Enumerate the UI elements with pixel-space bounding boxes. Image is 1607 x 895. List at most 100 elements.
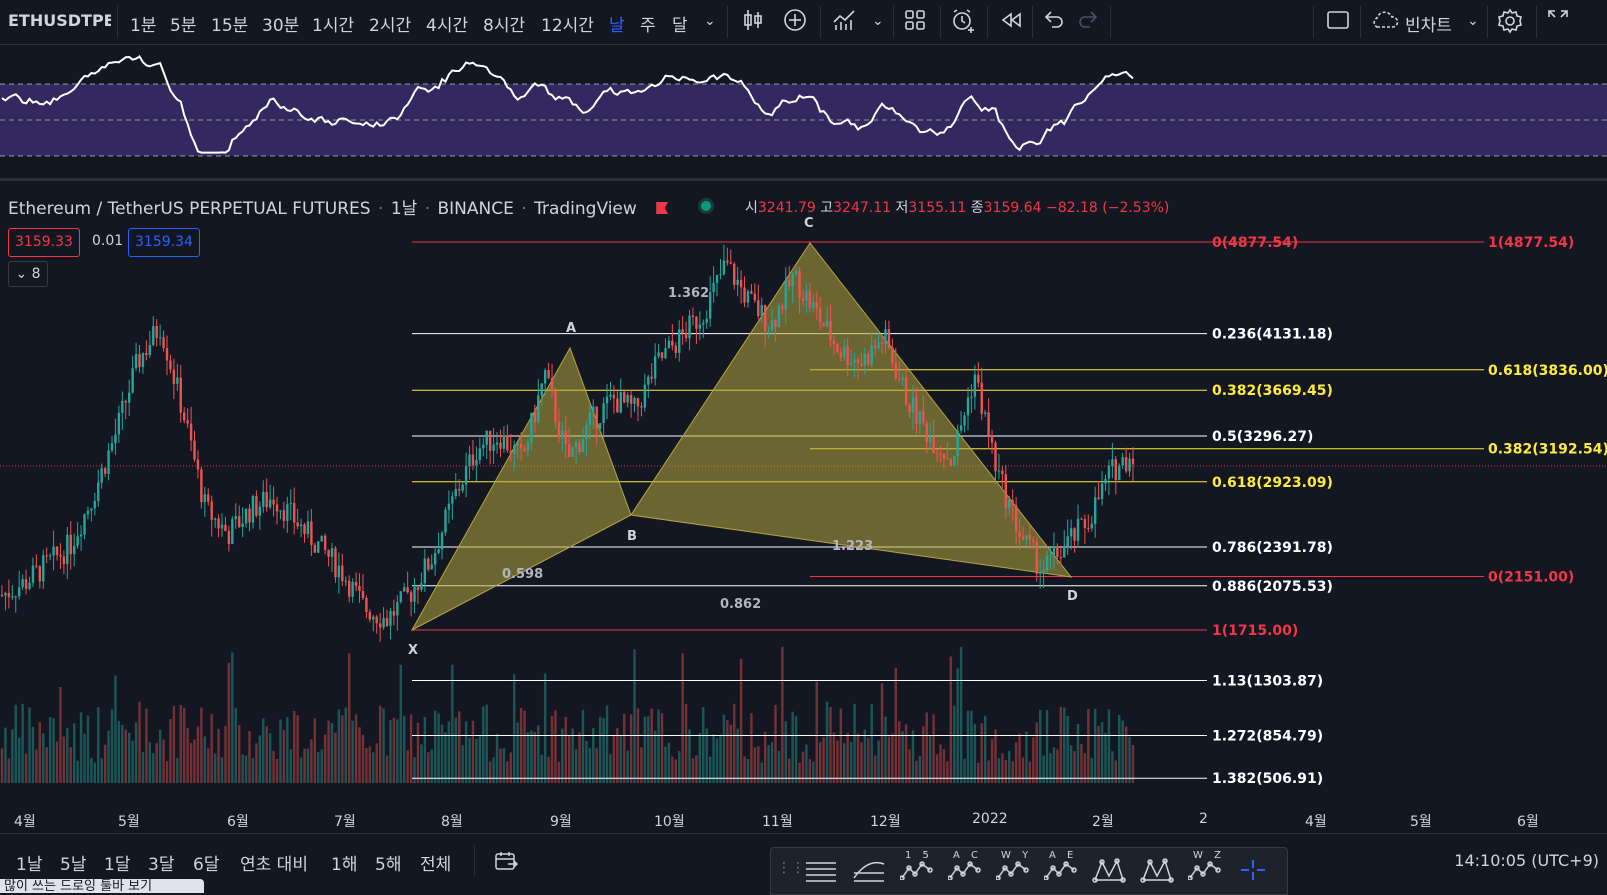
candle-body bbox=[11, 596, 14, 598]
tf-day[interactable]: 날 bbox=[609, 16, 625, 36]
horizontal-lines-icon[interactable] bbox=[801, 858, 841, 888]
tf-15m[interactable]: 15분 bbox=[211, 16, 249, 36]
xabcd-icon[interactable] bbox=[1089, 858, 1129, 888]
candle-body bbox=[581, 439, 585, 453]
redo-icon[interactable] bbox=[1077, 8, 1099, 35]
calendar-icon[interactable] bbox=[494, 850, 519, 876]
range-6m[interactable]: 6달 bbox=[193, 855, 220, 875]
volume-bar bbox=[547, 756, 550, 783]
candle-body bbox=[351, 581, 354, 597]
candle-body bbox=[213, 518, 217, 520]
toolbar-divider bbox=[1536, 6, 1537, 38]
volume-bar bbox=[454, 717, 457, 783]
crosshair-icon[interactable] bbox=[1233, 858, 1273, 888]
alert-icon[interactable] bbox=[950, 8, 976, 39]
tf-30m[interactable]: 30분 bbox=[262, 16, 300, 36]
pattern-ae-icon[interactable]: A E bbox=[1041, 850, 1081, 888]
tf-8h[interactable]: 8시간 bbox=[483, 16, 526, 36]
pattern-ac-icon[interactable]: A C bbox=[945, 850, 985, 888]
replay-icon[interactable] bbox=[999, 8, 1023, 37]
price-chart[interactable]: 0(4877.54) 0.236(4131.18) 0.382(3669.45) 0.… bbox=[0, 182, 1607, 802]
candle-body bbox=[798, 270, 801, 299]
candle-body bbox=[647, 376, 650, 385]
clock[interactable]: 14:10:05 (UTC+9) bbox=[1454, 851, 1599, 870]
candle-body bbox=[918, 411, 922, 424]
candle-body bbox=[110, 443, 114, 451]
tf-5m[interactable]: 5분 bbox=[170, 16, 197, 36]
tf-1h[interactable]: 1시간 bbox=[312, 16, 355, 36]
tf-2h[interactable]: 2시간 bbox=[369, 16, 412, 36]
range-ytd[interactable]: 연초 대비 bbox=[240, 855, 308, 875]
candle-body bbox=[588, 412, 592, 425]
volume-bar bbox=[626, 750, 629, 783]
candle-body bbox=[248, 508, 251, 523]
fib-retracement-right[interactable]: 1(4877.54) 0.618(3836.00) 0.382(3192.54) 0(… bbox=[810, 235, 1607, 586]
volume-bar bbox=[461, 745, 464, 783]
chart-layout-name[interactable]: 빈차트 bbox=[1405, 16, 1452, 36]
candle-body bbox=[310, 521, 313, 546]
volume-bar bbox=[516, 722, 519, 783]
candle-body bbox=[712, 282, 715, 293]
market-status-icon[interactable] bbox=[697, 198, 714, 214]
undo-icon[interactable] bbox=[1043, 8, 1065, 35]
fib-level-label: 0.382(3669.45) bbox=[1212, 383, 1333, 399]
fullscreen-box-icon[interactable] bbox=[1326, 8, 1350, 37]
cloud-icon[interactable] bbox=[1369, 8, 1401, 37]
candle-body bbox=[626, 394, 629, 403]
tf-12h[interactable]: 12시간 bbox=[541, 16, 594, 36]
expand-icon[interactable] bbox=[1546, 8, 1570, 37]
tf-week[interactable]: 주 bbox=[640, 16, 656, 36]
range-all[interactable]: 전체 bbox=[420, 855, 452, 875]
volume-bar bbox=[667, 742, 671, 783]
rsi-pane[interactable] bbox=[0, 46, 1607, 176]
drag-handle-icon[interactable]: ⋮⋮ bbox=[777, 860, 805, 876]
candle-body bbox=[860, 363, 863, 366]
range-1d[interactable]: 1날 bbox=[16, 855, 43, 875]
candle-body bbox=[131, 368, 134, 393]
volume-bar bbox=[110, 709, 114, 783]
volume-bar bbox=[739, 658, 743, 783]
indicators-icon[interactable] bbox=[832, 8, 858, 37]
curve-icon[interactable] bbox=[849, 858, 889, 888]
volume-bar bbox=[726, 720, 729, 783]
favorite-toolbar-hint[interactable]: 많이 쓰는 드로잉 툴바 보기 bbox=[0, 879, 204, 893]
sell-price-button[interactable]: 3159.33 bbox=[8, 228, 80, 257]
tf-1m[interactable]: 1분 bbox=[130, 16, 157, 36]
xabcd-pattern[interactable] bbox=[410, 242, 1073, 632]
settings-icon[interactable] bbox=[1497, 8, 1523, 39]
chevron-down-icon[interactable]: ⌄ bbox=[872, 13, 884, 29]
pane-separator[interactable] bbox=[0, 178, 1607, 181]
tf-4h[interactable]: 4시간 bbox=[426, 16, 469, 36]
volume-bar bbox=[114, 675, 117, 783]
pattern-wy-icon[interactable]: W Y bbox=[993, 850, 1033, 888]
range-1m[interactable]: 1달 bbox=[104, 855, 131, 875]
pattern-15-icon[interactable]: 1 5 bbox=[897, 850, 937, 888]
candle-body bbox=[210, 501, 213, 520]
candle-body bbox=[770, 320, 774, 331]
layout-icon[interactable] bbox=[903, 8, 927, 37]
range-5y[interactable]: 5해 bbox=[375, 855, 402, 875]
indicators-toggle[interactable]: ⌄ 8 bbox=[8, 261, 48, 287]
pattern-wz-icon[interactable]: W Z bbox=[1185, 850, 1225, 888]
volume-bar bbox=[90, 757, 93, 783]
range-1y[interactable]: 1해 bbox=[331, 855, 358, 875]
chevron-down-icon[interactable]: ⌄ bbox=[704, 13, 716, 29]
time-axis-label: 8월 bbox=[441, 814, 463, 830]
flag-icon[interactable] bbox=[656, 202, 669, 214]
plus-circle-icon[interactable] bbox=[783, 8, 807, 37]
candle-body bbox=[1035, 542, 1038, 574]
candles-icon[interactable] bbox=[742, 8, 764, 37]
fib-retracement-left[interactable]: 0(4877.54) 0.236(4131.18) 0.382(3669.45) 0.… bbox=[412, 235, 1333, 787]
cypher-icon[interactable] bbox=[1137, 858, 1177, 888]
chevron-down-icon[interactable]: ⌄ bbox=[1467, 13, 1479, 29]
range-5d[interactable]: 5날 bbox=[60, 855, 87, 875]
volume-bar bbox=[633, 649, 636, 783]
symbol-search[interactable]: ETHUSDTPER bbox=[8, 11, 111, 30]
candle-body bbox=[268, 499, 272, 508]
buy-price-button[interactable]: 3159.34 bbox=[128, 228, 200, 257]
volume-bar bbox=[571, 728, 574, 783]
range-3m[interactable]: 3달 bbox=[148, 855, 175, 875]
tf-month[interactable]: 달 bbox=[672, 16, 688, 36]
candle-body bbox=[1042, 570, 1045, 572]
legend-title[interactable]: Ethereum / TetherUS PERPETUAL FUTURES bbox=[8, 199, 371, 219]
